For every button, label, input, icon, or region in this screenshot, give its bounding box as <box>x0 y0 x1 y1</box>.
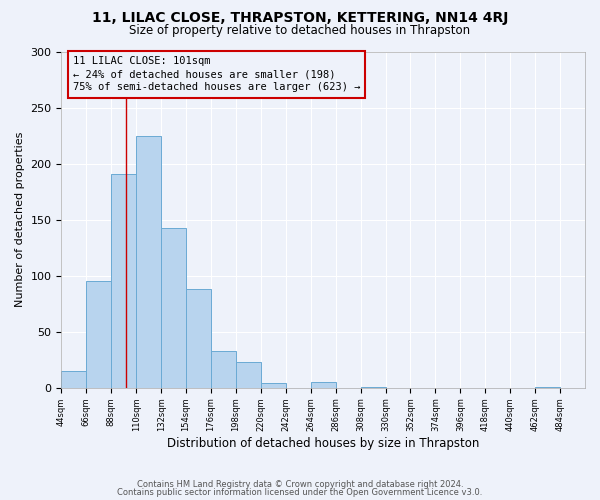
Bar <box>361 386 386 388</box>
Bar <box>86 282 111 388</box>
Bar <box>186 289 211 388</box>
Text: Contains HM Land Registry data © Crown copyright and database right 2024.: Contains HM Land Registry data © Crown c… <box>137 480 463 489</box>
Bar <box>311 382 335 388</box>
Bar <box>211 351 236 388</box>
Text: 11, LILAC CLOSE, THRAPSTON, KETTERING, NN14 4RJ: 11, LILAC CLOSE, THRAPSTON, KETTERING, N… <box>92 11 508 25</box>
X-axis label: Distribution of detached houses by size in Thrapston: Distribution of detached houses by size … <box>167 437 479 450</box>
Bar <box>236 362 261 388</box>
Bar <box>261 384 286 388</box>
Bar <box>161 228 186 388</box>
Y-axis label: Number of detached properties: Number of detached properties <box>15 132 25 308</box>
Bar <box>136 136 161 388</box>
Bar <box>111 174 136 388</box>
Bar <box>61 371 86 388</box>
Text: Size of property relative to detached houses in Thrapston: Size of property relative to detached ho… <box>130 24 470 37</box>
Bar <box>535 386 560 388</box>
Text: 11 LILAC CLOSE: 101sqm
← 24% of detached houses are smaller (198)
75% of semi-de: 11 LILAC CLOSE: 101sqm ← 24% of detached… <box>73 56 360 92</box>
Text: Contains public sector information licensed under the Open Government Licence v3: Contains public sector information licen… <box>118 488 482 497</box>
